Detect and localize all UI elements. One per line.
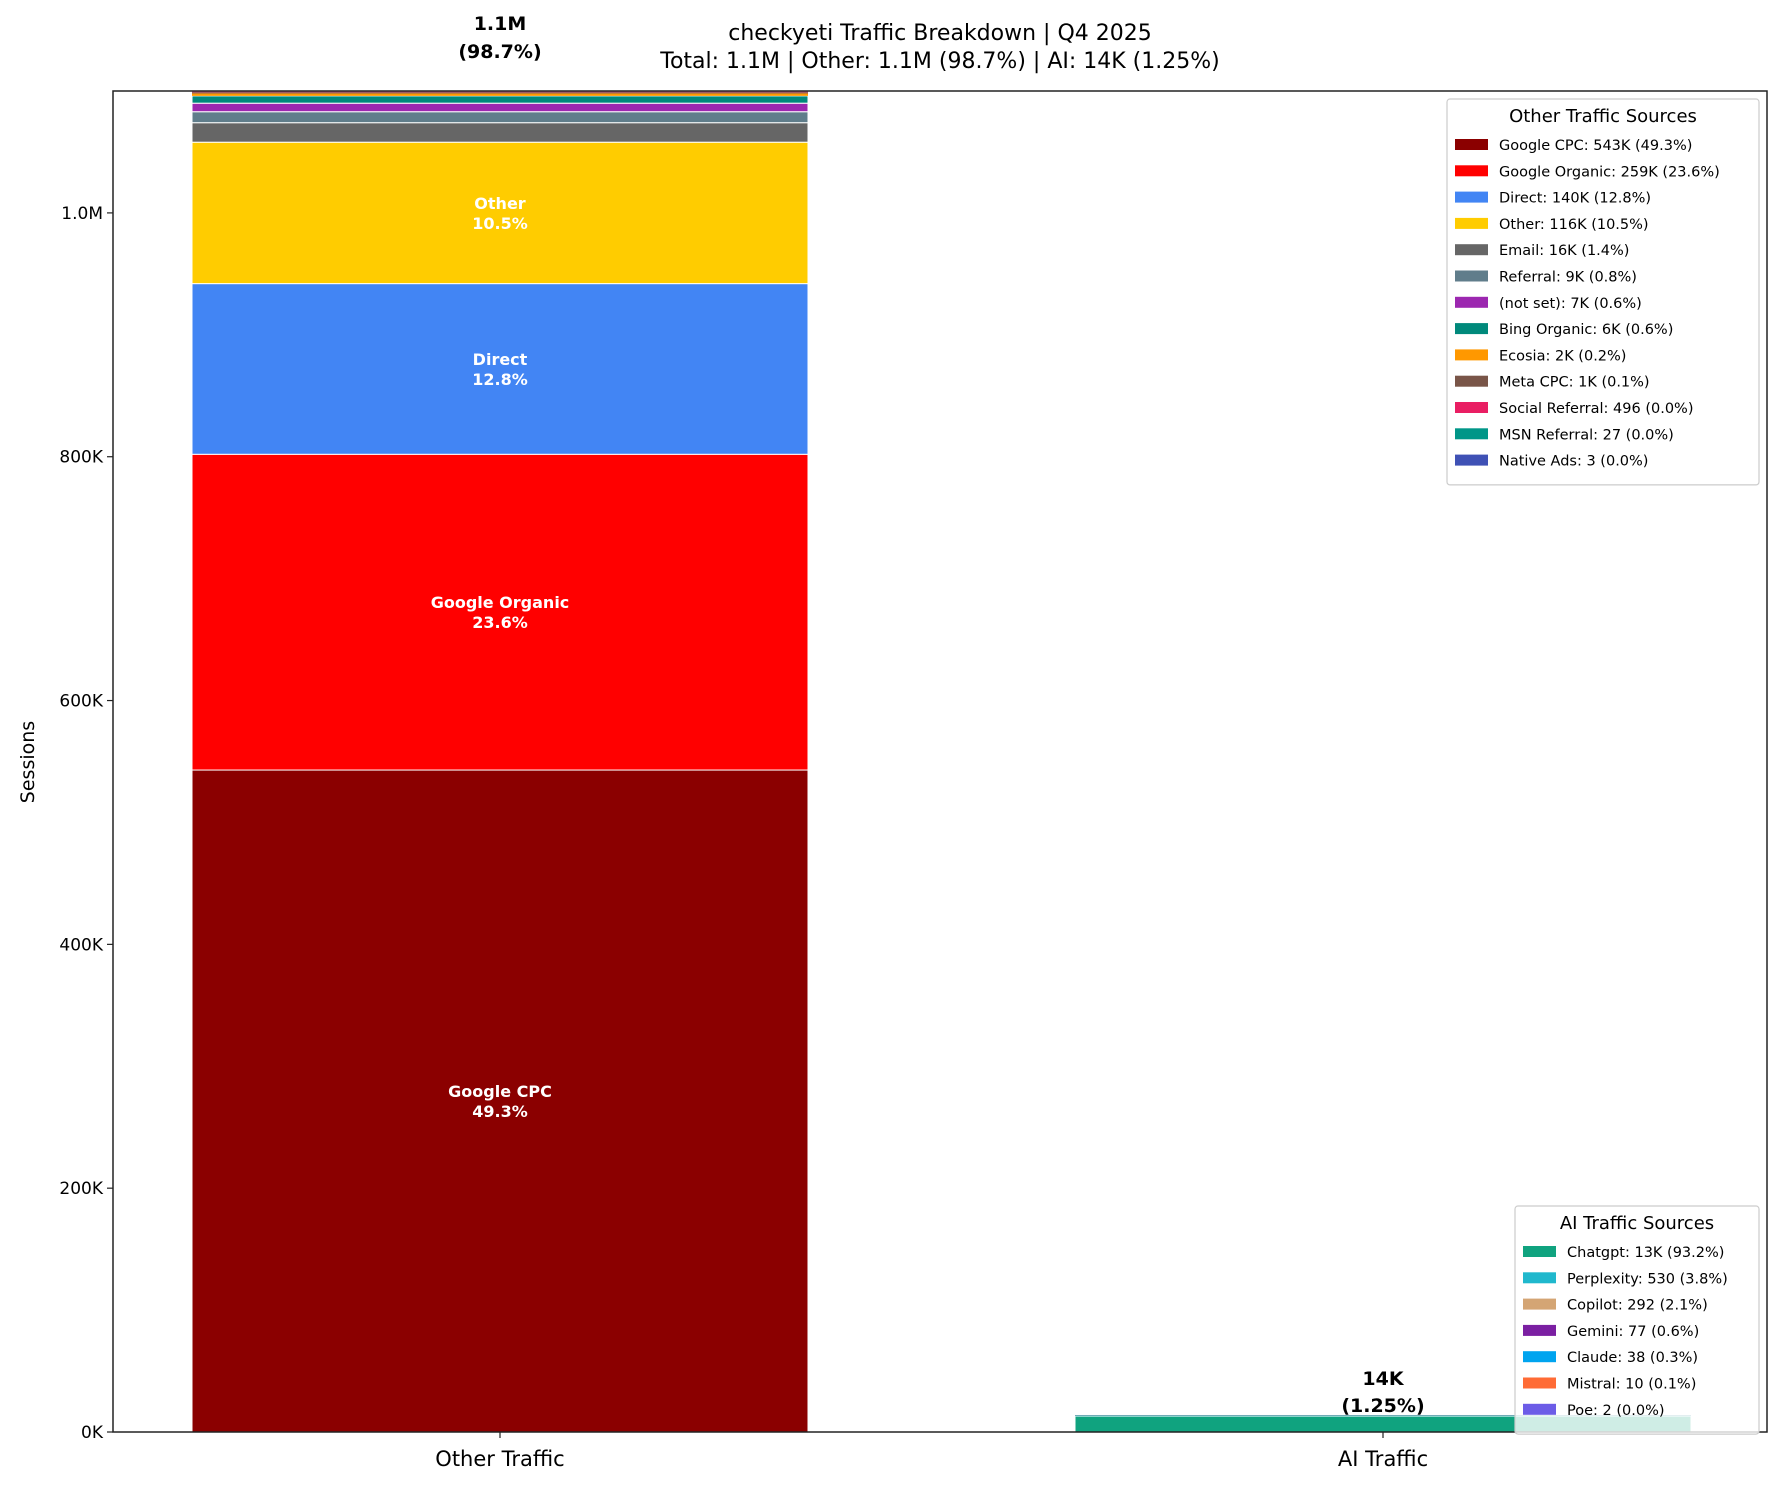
chart-title: checkyeti Traffic Breakdown | Q4 2025 (728, 21, 1151, 46)
legend-entry: Bing Organic: 6K (0.6%) (1499, 322, 1673, 338)
legend-entry: Google Organic: 259K (23.6%) (1499, 164, 1720, 180)
legend-entry: Native Ads: 3 (0.0%) (1499, 454, 1648, 470)
y-tick-label: 200K (59, 1179, 103, 1199)
legend-entry: Copilot: 292 (2.1%) (1567, 1298, 1708, 1314)
legend-title: AI Traffic Sources (1560, 1213, 1714, 1234)
legend-swatch (1455, 402, 1488, 413)
legend-ai: AI Traffic Sources Chatgpt: 13K (93.2%) Pe… (1515, 1206, 1759, 1434)
bar-segment (192, 103, 808, 112)
bar-segment (192, 112, 808, 123)
legend-other: Other Traffic Sources Google CPC: 543K (4… (1447, 99, 1759, 485)
segment-label-name: Direct (473, 350, 528, 369)
bar-total-value: 14K (1362, 1368, 1404, 1390)
legend-swatch (1523, 1404, 1556, 1415)
legend-entry: Social Referral: 496 (0.0%) (1499, 401, 1693, 417)
legend-swatch (1455, 192, 1488, 203)
y-axis-label: Sessions (17, 721, 39, 803)
legend-swatch (1523, 1272, 1556, 1283)
y-tick-label: 400K (59, 935, 103, 955)
legend-entry: Claude: 38 (0.3%) (1567, 1350, 1698, 1366)
bar-total-pct: (1.25%) (1341, 1395, 1424, 1417)
legend-title: Other Traffic Sources (1509, 106, 1697, 127)
legend-swatch (1455, 139, 1488, 150)
legend-entry: Ecosia: 2K (0.2%) (1499, 348, 1626, 364)
segment-label-pct: 10.5% (472, 214, 528, 233)
bar-segment (192, 96, 808, 103)
chart-subtitle: Total: 1.1M | Other: 1.1M (98.7%) | AI: … (659, 49, 1219, 74)
legend-swatch (1455, 349, 1488, 360)
legend-entry: (not set): 7K (0.6%) (1499, 296, 1642, 312)
bar-segment (192, 123, 808, 143)
segment-label-name: Google Organic (431, 593, 570, 612)
legend-swatch (1523, 1378, 1556, 1389)
segment-label-pct: 12.8% (472, 370, 528, 389)
legend-swatch (1455, 376, 1488, 387)
legend-entry: Mistral: 10 (0.1%) (1567, 1377, 1696, 1393)
legend-swatch (1455, 244, 1488, 255)
segment-label-name: Other (474, 194, 525, 213)
legend-entry: Other: 116K (10.5%) (1499, 217, 1649, 233)
segment-label-pct: 49.3% (472, 1102, 528, 1121)
legend-entry: Gemini: 77 (0.6%) (1567, 1324, 1699, 1340)
legend-swatch (1523, 1325, 1556, 1336)
legend-swatch (1455, 271, 1488, 282)
legend-swatch (1455, 165, 1488, 176)
legend-swatch (1455, 218, 1488, 229)
legend-entry: Poe: 2 (0.0%) (1567, 1403, 1665, 1419)
legend-swatch (1523, 1246, 1556, 1257)
segment-label-name: Google CPC (448, 1082, 552, 1101)
bar-segment (192, 93, 808, 95)
bar-total-value: 1.1M (474, 13, 527, 35)
legend-entry: Referral: 9K (0.8%) (1499, 270, 1637, 286)
segment-label-pct: 23.6% (472, 613, 528, 632)
x-tick-label: AI Traffic (1338, 1447, 1428, 1471)
legend-swatch (1455, 297, 1488, 308)
legend-frame (1515, 1206, 1759, 1434)
legend-entry: Chatgpt: 13K (93.2%) (1567, 1245, 1724, 1261)
bar-total-pct: (98.7%) (458, 41, 541, 63)
legend-entry: Direct: 140K (12.8%) (1499, 191, 1651, 207)
legend-swatch (1455, 323, 1488, 334)
legend-swatch (1455, 455, 1488, 466)
legend-swatch (1523, 1299, 1556, 1310)
legend-entry: Perplexity: 530 (3.8%) (1567, 1271, 1728, 1287)
legend-entry: MSN Referral: 27 (0.0%) (1499, 427, 1674, 443)
legend-entry: Email: 16K (1.4%) (1499, 243, 1629, 259)
legend-swatch (1523, 1351, 1556, 1362)
y-tick-label: 0K (81, 1423, 104, 1443)
y-tick-label: 600K (59, 692, 103, 712)
bar-segment (192, 92, 808, 93)
legend-entry: Google CPC: 543K (49.3%) (1499, 138, 1692, 154)
y-tick-label: 800K (59, 448, 103, 468)
y-tick-label: 1.0M (61, 204, 103, 224)
legend-entry: Meta CPC: 1K (0.1%) (1499, 375, 1650, 391)
legend-swatch (1455, 428, 1488, 439)
x-tick-label: Other Traffic (435, 1447, 564, 1471)
